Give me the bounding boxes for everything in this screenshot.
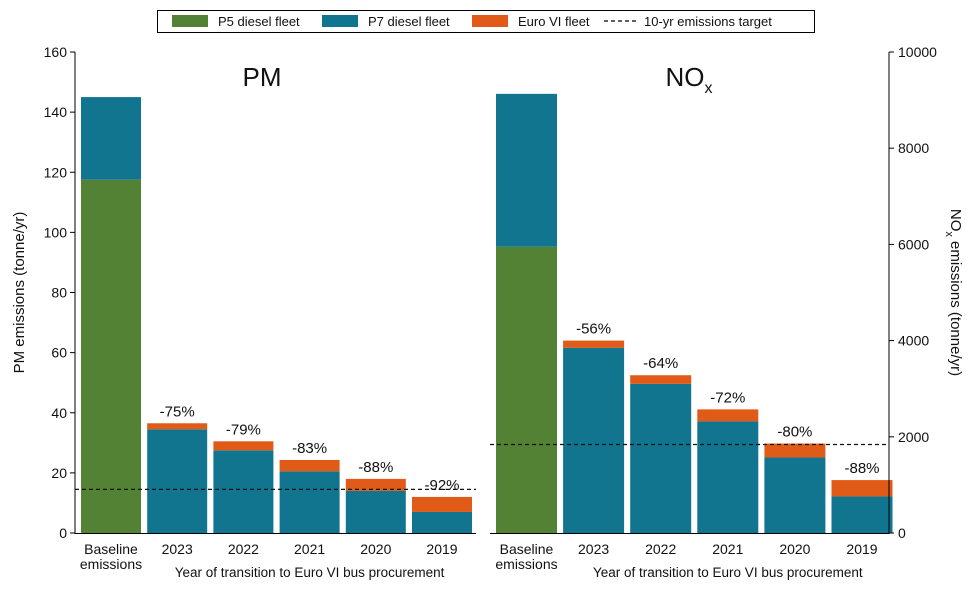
y-axis-label: NOx emissions (tonne/yr) xyxy=(943,209,964,376)
y-tick-label: 120 xyxy=(44,164,68,180)
y-tick-label: 8000 xyxy=(898,140,929,156)
bar-segment xyxy=(764,457,826,533)
x-axis-label: Year of transition to Euro VI bus procur… xyxy=(593,565,863,580)
reduction-label: -80% xyxy=(777,424,812,441)
bar-segment xyxy=(412,496,472,512)
x-tick-label: 2019 xyxy=(426,541,457,557)
bar-segment xyxy=(697,421,759,533)
x-tick-label: 2022 xyxy=(645,541,676,557)
bar-segment xyxy=(630,375,692,384)
bar-segment xyxy=(563,340,625,348)
reduction-label: -56% xyxy=(576,321,611,338)
y-tick-label: 20 xyxy=(51,465,67,481)
x-tick-label: 2022 xyxy=(228,541,259,557)
y-tick-label: 140 xyxy=(44,104,68,120)
reduction-label: -88% xyxy=(844,460,879,477)
bar-segment xyxy=(147,423,208,430)
x-tick-label: emissions xyxy=(495,556,557,572)
legend-label: 10-yr emissions target xyxy=(644,14,772,29)
legend-label: Euro VI fleet xyxy=(518,14,590,29)
legend-label: P5 diesel fleet xyxy=(218,14,300,29)
x-tick-label: 2019 xyxy=(846,541,877,557)
y-tick-label: 0 xyxy=(898,525,906,541)
bar-segment xyxy=(147,429,208,533)
x-tick-label: 2021 xyxy=(294,541,325,557)
panel-title: PM xyxy=(243,62,282,92)
x-tick-label: Baseline xyxy=(500,541,554,557)
bar-segment xyxy=(345,478,406,491)
x-tick-label: 2020 xyxy=(779,541,810,557)
panel-title: NOx xyxy=(666,62,713,97)
nox-panel: -56% -64% -72% -80% -88% 0 2000 4000 6000 8000 100… xyxy=(490,44,964,580)
y-tick-label: 80 xyxy=(51,285,67,301)
x-tick-label: 2023 xyxy=(578,541,609,557)
y-tick-label: 60 xyxy=(51,345,67,361)
x-tick-label: 2023 xyxy=(162,541,193,557)
bar-segment xyxy=(496,246,557,533)
y-tick-label: 10000 xyxy=(898,44,937,60)
y-tick-label: 0 xyxy=(59,525,67,541)
x-tick-label: Baseline xyxy=(84,541,138,557)
bar-segment xyxy=(697,409,759,422)
reduction-label: -79% xyxy=(226,421,261,438)
reduction-label: -88% xyxy=(358,459,393,476)
reduction-label: -64% xyxy=(643,355,678,372)
y-tick-label: 6000 xyxy=(898,236,929,252)
pm-panel: -75% -79% -83% -88% -92% 0 20 40 60 80 100 120 140 16… xyxy=(11,44,476,580)
bar-segment xyxy=(831,480,893,497)
bar-segment xyxy=(764,443,826,458)
legend-swatch xyxy=(172,15,208,27)
legend-swatch xyxy=(472,15,508,27)
bar-segment xyxy=(412,511,472,533)
y-tick-label: 160 xyxy=(44,44,68,60)
x-tick-label: 2021 xyxy=(712,541,743,557)
bar-segment xyxy=(496,93,557,247)
bar-segment xyxy=(213,450,274,533)
bar-segment xyxy=(81,179,141,533)
bar-segment xyxy=(279,459,340,472)
bar-segment xyxy=(345,490,406,533)
legend: P5 diesel fleet P7 diesel fleet Euro VI fl… xyxy=(157,10,815,33)
reduction-label: -92% xyxy=(424,477,459,494)
reduction-label: -72% xyxy=(710,389,745,406)
y-tick-label: 40 xyxy=(51,405,67,421)
bar-segment xyxy=(279,471,340,533)
legend-label: P7 diesel fleet xyxy=(368,14,450,29)
x-tick-label: emissions xyxy=(80,556,142,572)
reduction-label: -83% xyxy=(292,440,327,457)
y-tick-label: 2000 xyxy=(898,429,929,445)
legend-swatch xyxy=(322,15,358,27)
bar-segment xyxy=(213,441,274,451)
x-tick-label: 2020 xyxy=(360,541,391,557)
bar-segment xyxy=(630,383,692,533)
y-tick-label: 100 xyxy=(44,224,68,240)
bar-segment xyxy=(81,97,141,180)
y-tick-label: 4000 xyxy=(898,333,929,349)
bar-segment xyxy=(563,347,625,533)
x-axis-label: Year of transition to Euro VI bus procur… xyxy=(175,565,445,580)
y-axis-label: PM emissions (tonne/yr) xyxy=(11,212,28,374)
reduction-label: -75% xyxy=(160,403,195,420)
bar-segment xyxy=(831,496,893,533)
